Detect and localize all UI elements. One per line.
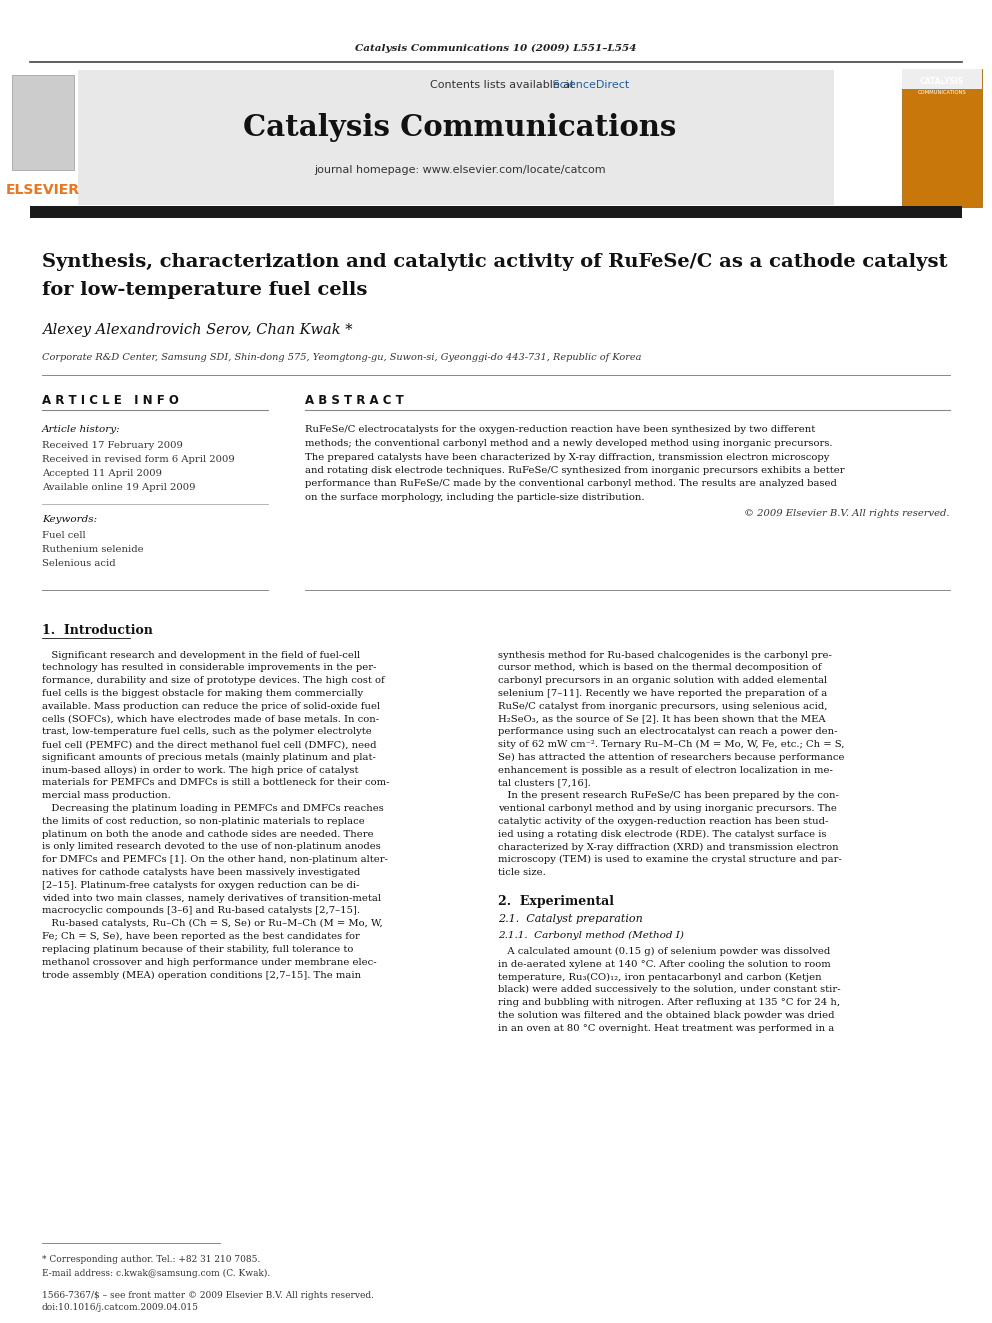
Text: ELSEVIER: ELSEVIER xyxy=(6,183,80,197)
Text: natives for cathode catalysts have been massively investigated: natives for cathode catalysts have been … xyxy=(42,868,360,877)
Text: Selenious acid: Selenious acid xyxy=(42,558,116,568)
FancyBboxPatch shape xyxy=(12,75,74,169)
Text: RuSe/C catalyst from inorganic precursors, using selenious acid,: RuSe/C catalyst from inorganic precursor… xyxy=(498,701,827,710)
Text: Catalysis Communications 10 (2009) L551–L554: Catalysis Communications 10 (2009) L551–… xyxy=(355,44,637,53)
Text: the limits of cost reduction, so non-platinic materials to replace: the limits of cost reduction, so non-pla… xyxy=(42,816,365,826)
Text: Contents lists available at: Contents lists available at xyxy=(430,79,578,90)
Text: Se) has attracted the attention of researchers because performance: Se) has attracted the attention of resea… xyxy=(498,753,844,762)
Text: on the surface morphology, including the particle-size distribution.: on the surface morphology, including the… xyxy=(305,493,645,501)
Text: ied using a rotating disk electrode (RDE). The catalyst surface is: ied using a rotating disk electrode (RDE… xyxy=(498,830,826,839)
Text: temperature, Ru₃(CO)₁₂, iron pentacarbonyl and carbon (Ketjen: temperature, Ru₃(CO)₁₂, iron pentacarbon… xyxy=(498,972,821,982)
Text: for DMFCs and PEMFCs [1]. On the other hand, non-platinum alter-: for DMFCs and PEMFCs [1]. On the other h… xyxy=(42,855,388,864)
Text: is only limited research devoted to the use of non-platinum anodes: is only limited research devoted to the … xyxy=(42,843,381,852)
Text: Alexey Alexandrovich Serov, Chan Kwak *: Alexey Alexandrovich Serov, Chan Kwak * xyxy=(42,323,352,337)
Text: carbonyl precursors in an organic solution with added elemental: carbonyl precursors in an organic soluti… xyxy=(498,676,827,685)
Text: Article history:: Article history: xyxy=(42,426,121,434)
Text: A B S T R A C T: A B S T R A C T xyxy=(305,393,404,406)
Text: A R T I C L E   I N F O: A R T I C L E I N F O xyxy=(42,393,179,406)
Text: A calculated amount (0.15 g) of selenium powder was dissolved: A calculated amount (0.15 g) of selenium… xyxy=(498,947,830,957)
Text: methods; the conventional carbonyl method and a newly developed method using ino: methods; the conventional carbonyl metho… xyxy=(305,439,832,448)
Text: ring and bubbling with nitrogen. After refluxing at 135 °C for 24 h,: ring and bubbling with nitrogen. After r… xyxy=(498,998,840,1007)
Text: Ru-based catalysts, Ru–Ch (Ch = S, Se) or Ru–M–Ch (M = Mo, W,: Ru-based catalysts, Ru–Ch (Ch = S, Se) o… xyxy=(42,919,383,929)
Text: macrocyclic compounds [3–6] and Ru-based catalysts [2,7–15].: macrocyclic compounds [3–6] and Ru-based… xyxy=(42,906,360,916)
Text: significant amounts of precious metals (mainly platinum and plat-: significant amounts of precious metals (… xyxy=(42,753,376,762)
FancyBboxPatch shape xyxy=(902,69,982,206)
Text: catalytic activity of the oxygen-reduction reaction has been stud-: catalytic activity of the oxygen-reducti… xyxy=(498,816,828,826)
Text: RuFeSe/C electrocatalysts for the oxygen-reduction reaction have been synthesize: RuFeSe/C electrocatalysts for the oxygen… xyxy=(305,426,815,434)
Text: trode assembly (MEA) operation conditions [2,7–15]. The main: trode assembly (MEA) operation condition… xyxy=(42,971,361,979)
Text: 1566-7367/$ – see front matter © 2009 Elsevier B.V. All rights reserved.: 1566-7367/$ – see front matter © 2009 El… xyxy=(42,1290,374,1299)
FancyBboxPatch shape xyxy=(902,69,982,89)
Text: for low-temperature fuel cells: for low-temperature fuel cells xyxy=(42,280,367,299)
Text: [2–15]. Platinum-free catalysts for oxygen reduction can be di-: [2–15]. Platinum-free catalysts for oxyg… xyxy=(42,881,359,890)
Text: replacing platinum because of their stability, full tolerance to: replacing platinum because of their stab… xyxy=(42,945,353,954)
Text: Received in revised form 6 April 2009: Received in revised form 6 April 2009 xyxy=(42,455,235,464)
Text: Available online 19 April 2009: Available online 19 April 2009 xyxy=(42,483,195,492)
Text: In the present research RuFeSe/C has been prepared by the con-: In the present research RuFeSe/C has bee… xyxy=(498,791,839,800)
Text: selenium [7–11]. Recently we have reported the preparation of a: selenium [7–11]. Recently we have report… xyxy=(498,689,827,699)
Text: materials for PEMFCs and DMFCs is still a bottleneck for their com-: materials for PEMFCs and DMFCs is still … xyxy=(42,778,390,787)
Text: Synthesis, characterization and catalytic activity of RuFeSe/C as a cathode cata: Synthesis, characterization and catalyti… xyxy=(42,253,947,271)
Text: CATALYSIS: CATALYSIS xyxy=(920,78,964,86)
Text: Fe; Ch = S, Se), have been reported as the best candidates for: Fe; Ch = S, Se), have been reported as t… xyxy=(42,931,360,941)
Text: performance than RuFeSe/C made by the conventional carbonyl method. The results : performance than RuFeSe/C made by the co… xyxy=(305,479,837,488)
Text: formance, durability and size of prototype devices. The high cost of: formance, durability and size of prototy… xyxy=(42,676,385,685)
Text: Fuel cell: Fuel cell xyxy=(42,531,85,540)
Text: enhancement is possible as a result of electron localization in me-: enhancement is possible as a result of e… xyxy=(498,766,833,775)
Text: 2.1.1.  Carbonyl method (Method I): 2.1.1. Carbonyl method (Method I) xyxy=(498,931,683,939)
Text: Received 17 February 2009: Received 17 February 2009 xyxy=(42,442,183,451)
Text: in de-aerated xylene at 140 °C. After cooling the solution to room: in de-aerated xylene at 140 °C. After co… xyxy=(498,959,830,968)
Text: Decreasing the platinum loading in PEMFCs and DMFCs reaches: Decreasing the platinum loading in PEMFC… xyxy=(42,804,384,814)
Text: journal homepage: www.elsevier.com/locate/catcom: journal homepage: www.elsevier.com/locat… xyxy=(314,165,606,175)
Text: tal clusters [7,16].: tal clusters [7,16]. xyxy=(498,778,591,787)
Text: synthesis method for Ru-based chalcogenides is the carbonyl pre-: synthesis method for Ru-based chalcogeni… xyxy=(498,651,832,659)
Text: microscopy (TEM) is used to examine the crystal structure and par-: microscopy (TEM) is used to examine the … xyxy=(498,855,842,864)
Text: Corporate R&D Center, Samsung SDI, Shin-dong 575, Yeomgtong-gu, Suwon-si, Gyeong: Corporate R&D Center, Samsung SDI, Shin-… xyxy=(42,353,642,363)
Text: E-mail address: c.kwak@samsung.com (C. Kwak).: E-mail address: c.kwak@samsung.com (C. K… xyxy=(42,1269,270,1278)
Text: black) were added successively to the solution, under constant stir-: black) were added successively to the so… xyxy=(498,986,840,995)
Text: ventional carbonyl method and by using inorganic precursors. The: ventional carbonyl method and by using i… xyxy=(498,804,837,814)
Text: © 2009 Elsevier B.V. All rights reserved.: © 2009 Elsevier B.V. All rights reserved… xyxy=(745,509,950,519)
Text: Accepted 11 April 2009: Accepted 11 April 2009 xyxy=(42,470,162,479)
Text: available. Mass production can reduce the price of solid-oxide fuel: available. Mass production can reduce th… xyxy=(42,701,380,710)
Text: Catalysis Communications: Catalysis Communications xyxy=(243,114,677,143)
Text: cells (SOFCs), which have electrodes made of base metals. In con-: cells (SOFCs), which have electrodes mad… xyxy=(42,714,379,724)
Text: technology has resulted in considerable improvements in the per-: technology has resulted in considerable … xyxy=(42,663,377,672)
Text: methanol crossover and high performance under membrane elec-: methanol crossover and high performance … xyxy=(42,958,377,967)
Text: Significant research and development in the field of fuel-cell: Significant research and development in … xyxy=(42,651,360,659)
Text: fuel cells is the biggest obstacle for making them commercially: fuel cells is the biggest obstacle for m… xyxy=(42,689,363,699)
Text: vided into two main classes, namely derivatives of transition-metal: vided into two main classes, namely deri… xyxy=(42,894,381,902)
Text: trast, low-temperature fuel cells, such as the polymer electrolyte: trast, low-temperature fuel cells, such … xyxy=(42,728,372,737)
Text: characterized by X-ray diffraction (XRD) and transmission electron: characterized by X-ray diffraction (XRD)… xyxy=(498,843,838,852)
Text: Ruthenium selenide: Ruthenium selenide xyxy=(42,545,144,553)
Text: ScienceDirect: ScienceDirect xyxy=(430,79,629,90)
Text: mercial mass production.: mercial mass production. xyxy=(42,791,171,800)
Text: Keywords:: Keywords: xyxy=(42,516,97,524)
Text: in an oven at 80 °C overnight. Heat treatment was performed in a: in an oven at 80 °C overnight. Heat trea… xyxy=(498,1024,834,1033)
Text: inum-based alloys) in order to work. The high price of catalyst: inum-based alloys) in order to work. The… xyxy=(42,766,358,775)
Text: H₂SeO₃, as the source of Se [2]. It has been shown that the MEA: H₂SeO₃, as the source of Se [2]. It has … xyxy=(498,714,825,724)
Text: C: C xyxy=(937,70,946,82)
Text: The prepared catalysts have been characterized by X-ray diffraction, transmissio: The prepared catalysts have been charact… xyxy=(305,452,829,462)
Text: 2.1.  Catalyst preparation: 2.1. Catalyst preparation xyxy=(498,914,643,925)
Text: the solution was filtered and the obtained black powder was dried: the solution was filtered and the obtain… xyxy=(498,1011,834,1020)
Text: doi:10.1016/j.catcom.2009.04.015: doi:10.1016/j.catcom.2009.04.015 xyxy=(42,1303,199,1312)
FancyBboxPatch shape xyxy=(30,206,962,218)
Text: ticle size.: ticle size. xyxy=(498,868,546,877)
Text: cursor method, which is based on the thermal decomposition of: cursor method, which is based on the the… xyxy=(498,663,821,672)
Text: 1.  Introduction: 1. Introduction xyxy=(42,623,153,636)
Text: * Corresponding author. Tel.: +82 31 210 7085.: * Corresponding author. Tel.: +82 31 210… xyxy=(42,1256,260,1265)
Text: fuel cell (PEMFC) and the direct methanol fuel cell (DMFC), need: fuel cell (PEMFC) and the direct methano… xyxy=(42,740,377,749)
Text: COMMUNICATIONS: COMMUNICATIONS xyxy=(918,90,966,95)
Text: 2.  Experimental: 2. Experimental xyxy=(498,894,614,908)
Text: platinum on both the anode and cathode sides are needed. There: platinum on both the anode and cathode s… xyxy=(42,830,374,839)
FancyBboxPatch shape xyxy=(78,70,834,205)
Text: performance using such an electrocatalyst can reach a power den-: performance using such an electrocatalys… xyxy=(498,728,837,737)
Text: and rotating disk electrode techniques. RuFeSe/C synthesized from inorganic prec: and rotating disk electrode techniques. … xyxy=(305,466,844,475)
Text: sity of 62 mW cm⁻². Ternary Ru–M–Ch (M = Mo, W, Fe, etc.; Ch = S,: sity of 62 mW cm⁻². Ternary Ru–M–Ch (M =… xyxy=(498,740,844,749)
